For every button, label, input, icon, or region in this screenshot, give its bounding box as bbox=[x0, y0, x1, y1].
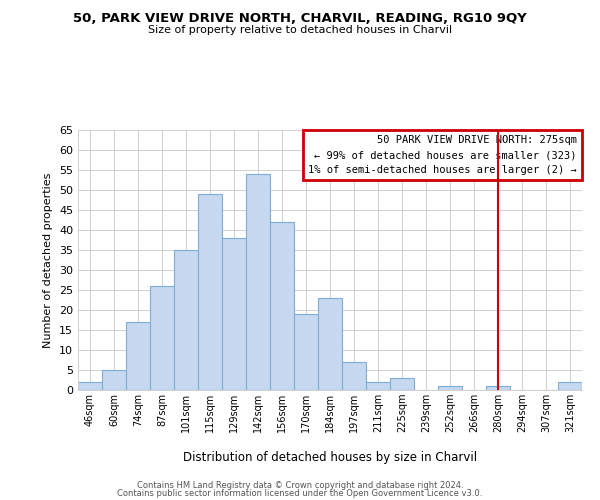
Bar bbox=[318, 298, 342, 390]
Y-axis label: Number of detached properties: Number of detached properties bbox=[43, 172, 53, 348]
Text: Contains HM Land Registry data © Crown copyright and database right 2024.: Contains HM Land Registry data © Crown c… bbox=[137, 480, 463, 490]
Bar bbox=[246, 174, 270, 390]
Bar bbox=[294, 314, 318, 390]
Text: 50, PARK VIEW DRIVE NORTH, CHARVIL, READING, RG10 9QY: 50, PARK VIEW DRIVE NORTH, CHARVIL, READ… bbox=[73, 12, 527, 26]
Text: Contains public sector information licensed under the Open Government Licence v3: Contains public sector information licen… bbox=[118, 490, 482, 498]
Bar bbox=[102, 370, 126, 390]
Bar bbox=[222, 238, 246, 390]
Text: Distribution of detached houses by size in Charvil: Distribution of detached houses by size … bbox=[183, 451, 477, 464]
Bar bbox=[150, 286, 174, 390]
Bar bbox=[438, 386, 462, 390]
Bar bbox=[486, 386, 510, 390]
Bar bbox=[126, 322, 150, 390]
Text: Size of property relative to detached houses in Charvil: Size of property relative to detached ho… bbox=[148, 25, 452, 35]
Bar bbox=[174, 250, 198, 390]
Bar bbox=[390, 378, 414, 390]
Bar bbox=[366, 382, 390, 390]
Bar bbox=[558, 382, 582, 390]
Text: 50 PARK VIEW DRIVE NORTH: 275sqm
← 99% of detached houses are smaller (323)
1% o: 50 PARK VIEW DRIVE NORTH: 275sqm ← 99% o… bbox=[308, 135, 577, 175]
Bar bbox=[78, 382, 102, 390]
Bar bbox=[342, 362, 366, 390]
Bar bbox=[270, 222, 294, 390]
Bar bbox=[198, 194, 222, 390]
